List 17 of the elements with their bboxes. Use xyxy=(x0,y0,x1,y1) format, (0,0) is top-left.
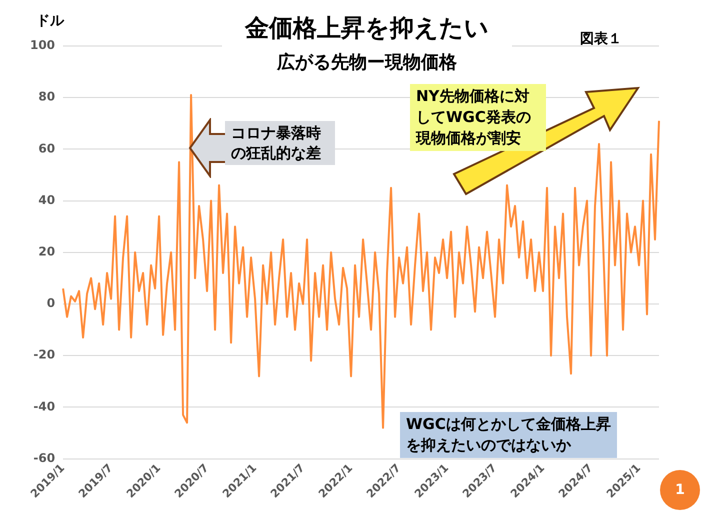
y-axis-title: ドル xyxy=(36,12,64,30)
text: 1 xyxy=(660,470,700,510)
y-tick-label: -60 xyxy=(33,450,56,465)
annotation: NY先物価格に対してWGC発表の現物価格が割安 xyxy=(410,84,546,151)
y-tick-label: -40 xyxy=(33,399,56,414)
annotation: コロナ暴落時の狂乱的な差 xyxy=(225,121,335,165)
chart-title: 金価格上昇を抑えたい xyxy=(244,13,490,44)
y-tick-label: 40 xyxy=(38,192,56,207)
chart-subtitle: 広がる先物ー現物価格 xyxy=(276,51,458,74)
y-tick-label: 20 xyxy=(38,244,56,259)
y-tick-label: 0 xyxy=(46,296,56,310)
y-tick-label: -20 xyxy=(33,348,56,362)
annotation: WGCは何とかして金価格上昇を抑えたいのではないか xyxy=(400,412,617,458)
y-tick-label: 80 xyxy=(38,90,56,104)
y-tick-label: 100 xyxy=(30,38,56,52)
y-tick-label: 60 xyxy=(38,141,56,156)
annotation: 図表１ xyxy=(580,30,622,48)
